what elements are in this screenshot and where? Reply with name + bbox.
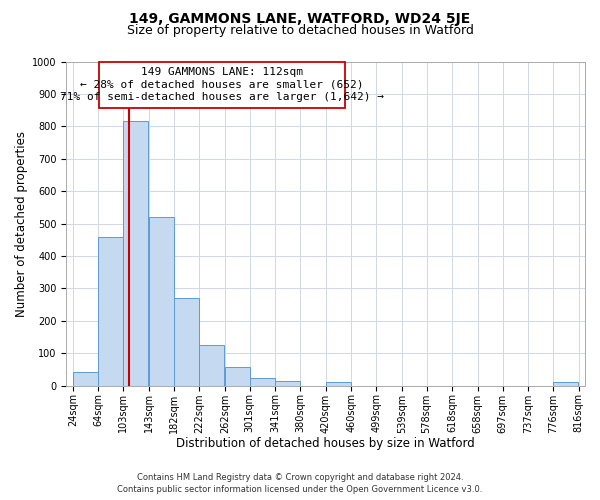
Bar (98, 236, 123, 386)
Text: 71% of semi-detached houses are larger (1,642) →: 71% of semi-detached houses are larger (… (60, 92, 384, 102)
Text: Contains HM Land Registry data © Crown copyright and database right 2024.
Contai: Contains HM Land Registry data © Crown c… (118, 472, 482, 494)
Bar (553, 382, 578, 386)
X-axis label: Distribution of detached houses by size in Watford: Distribution of detached houses by size … (176, 437, 475, 450)
Bar (123, 122, 148, 386)
Bar (173, 298, 199, 386)
Bar (73, 372, 98, 386)
Text: 149, GAMMONS LANE, WATFORD, WD24 5JE: 149, GAMMONS LANE, WATFORD, WD24 5JE (130, 12, 470, 26)
Text: 149 GAMMONS LANE: 112sqm: 149 GAMMONS LANE: 112sqm (141, 66, 303, 76)
Bar (225, 367, 250, 386)
Bar (326, 382, 350, 386)
Bar (275, 381, 300, 386)
Y-axis label: Number of detached properties: Number of detached properties (15, 130, 28, 316)
Bar (199, 345, 224, 386)
Text: ← 28% of detached houses are smaller (652): ← 28% of detached houses are smaller (65… (80, 80, 364, 90)
Bar (149, 217, 173, 386)
Bar (250, 378, 275, 386)
Text: Size of property relative to detached houses in Watford: Size of property relative to detached ho… (127, 24, 473, 37)
